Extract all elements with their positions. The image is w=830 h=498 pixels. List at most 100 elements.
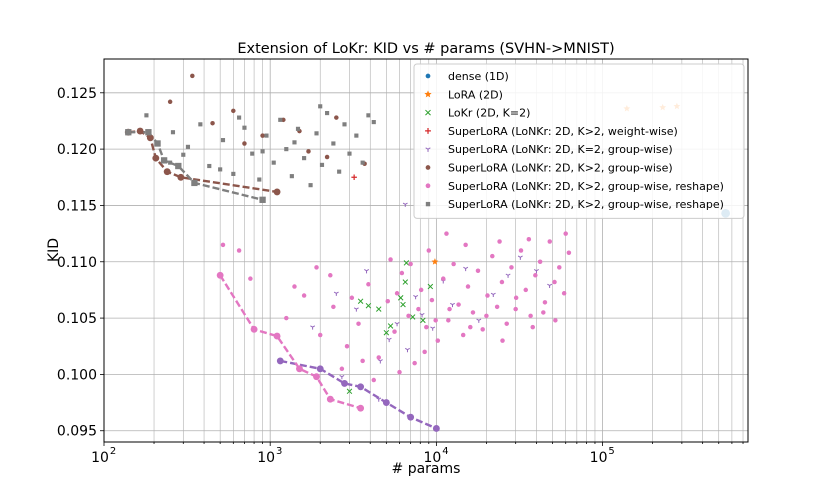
data-point <box>463 266 469 272</box>
line-point <box>273 332 281 340</box>
data-point <box>427 283 434 290</box>
data-point <box>308 183 313 188</box>
chart-title: Extension of LoKr: KID vs # params (SVHN… <box>237 41 614 57</box>
line-point <box>316 365 324 373</box>
legend-marker <box>424 90 432 98</box>
data-point <box>470 310 476 315</box>
data-point <box>416 306 421 312</box>
data-point <box>509 265 514 270</box>
data-point <box>342 122 347 127</box>
data-point <box>413 294 419 300</box>
data-point <box>231 171 236 176</box>
data-point <box>257 177 262 182</box>
data-point <box>328 273 333 278</box>
y-tick-label: 0.095 <box>57 424 97 440</box>
data-point <box>314 265 319 270</box>
data-point <box>324 154 330 160</box>
legend-marker <box>425 183 431 189</box>
data-point <box>260 133 265 138</box>
data-point <box>170 130 176 135</box>
legend-marker <box>425 109 431 116</box>
data-point <box>397 295 404 301</box>
data-point <box>392 329 397 334</box>
data-point <box>346 388 353 395</box>
data-point <box>271 160 276 165</box>
x-tick-label: 10 <box>423 450 441 466</box>
data-point <box>430 326 436 331</box>
data-point <box>542 300 548 305</box>
data-point <box>500 338 505 343</box>
line-point <box>136 127 144 135</box>
line-point <box>216 271 224 279</box>
data-point <box>357 298 364 304</box>
data-point <box>409 314 416 320</box>
data-point <box>435 338 441 343</box>
data-point <box>517 255 523 260</box>
legend-box <box>413 63 745 219</box>
y-tick-label: 0.100 <box>57 367 97 383</box>
data-point <box>513 306 518 312</box>
data-point <box>339 366 345 372</box>
data-point <box>431 258 439 265</box>
data-point <box>347 151 352 156</box>
series-group-6 <box>216 231 572 412</box>
line-point <box>163 168 171 176</box>
data-point <box>533 273 538 278</box>
data-point <box>207 163 212 169</box>
data-point <box>242 125 247 130</box>
series-group-4 <box>276 202 553 432</box>
data-point <box>494 304 500 310</box>
data-point <box>331 304 336 310</box>
data-point <box>236 248 242 253</box>
data-point <box>553 318 558 323</box>
x-tick-exponent: 3 <box>276 446 282 457</box>
data-point <box>360 160 365 165</box>
data-point <box>349 295 355 301</box>
legend: dense (1D) LoRA (2D) LoKr (2D, K=2) SuperLo… <box>413 63 745 219</box>
data-point <box>354 133 359 138</box>
data-point <box>386 337 392 343</box>
data-point <box>485 293 490 298</box>
data-point <box>528 313 533 319</box>
data-point <box>318 104 323 109</box>
data-point <box>456 302 461 307</box>
series-group-3 <box>351 174 357 181</box>
line-point <box>125 129 132 136</box>
data-point <box>468 324 473 330</box>
data-point <box>541 310 546 315</box>
legend-entry: SuperLoRA (LoNKr: 2D, K>2, group-wise, r… <box>448 198 724 211</box>
data-point <box>337 169 342 174</box>
data-point <box>292 140 297 145</box>
legend-marker <box>425 73 431 79</box>
data-point <box>397 369 402 375</box>
data-point <box>451 261 456 267</box>
grid <box>103 59 748 442</box>
data-point <box>566 250 572 256</box>
line-point <box>382 399 390 407</box>
data-point <box>480 327 485 332</box>
data-point <box>476 318 482 323</box>
data-point <box>365 302 372 309</box>
x-tick-exponent: 5 <box>608 446 614 457</box>
data-point <box>552 279 557 285</box>
data-point <box>557 265 562 270</box>
data-point <box>250 151 255 156</box>
data-point <box>400 301 406 308</box>
line-point <box>357 404 365 412</box>
data-point <box>144 113 149 118</box>
data-point <box>376 397 382 402</box>
data-point <box>446 318 451 323</box>
y-tick-label: 0.110 <box>57 255 97 271</box>
data-point <box>325 111 330 116</box>
data-point <box>210 120 215 126</box>
data-point <box>371 377 377 383</box>
data-point <box>450 302 455 308</box>
line-point <box>407 413 415 421</box>
data-point <box>399 270 405 276</box>
data-point <box>242 141 247 146</box>
y-tick-label: 0.105 <box>57 311 97 327</box>
data-point <box>190 73 195 79</box>
data-point <box>429 297 435 303</box>
data-point <box>301 293 307 298</box>
